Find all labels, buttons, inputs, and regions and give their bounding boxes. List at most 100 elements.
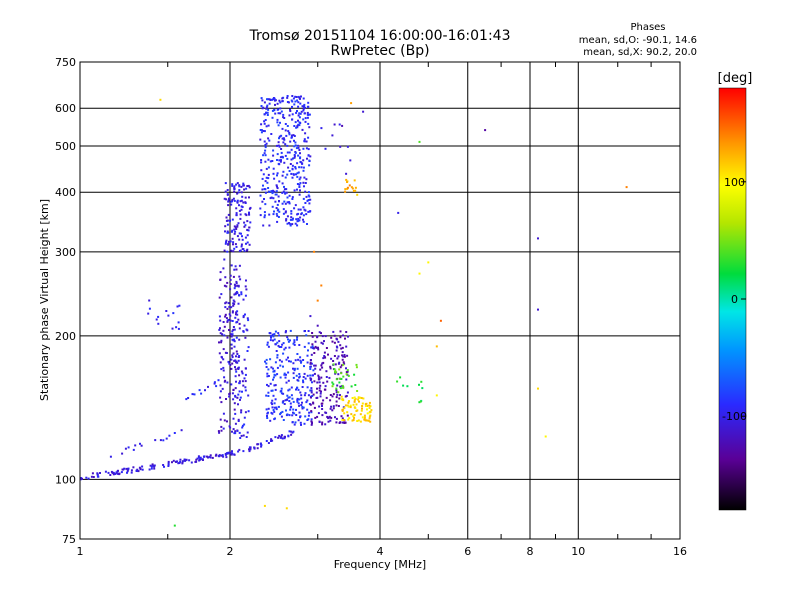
data-point — [270, 389, 273, 392]
data-point — [339, 145, 342, 148]
data-point — [281, 343, 284, 346]
data-point — [300, 110, 303, 113]
data-point — [295, 96, 298, 98]
plot-grid — [80, 62, 680, 539]
data-point — [289, 218, 292, 221]
data-point — [340, 395, 343, 398]
data-point — [239, 278, 242, 281]
data-point — [418, 272, 421, 275]
data-point — [299, 208, 302, 211]
data-point — [285, 218, 288, 221]
data-point — [284, 435, 286, 438]
data-point — [263, 122, 266, 125]
data-point — [148, 307, 151, 310]
data-point — [246, 317, 249, 320]
data-point — [301, 128, 304, 131]
data-point — [278, 145, 281, 148]
data-point — [173, 524, 176, 527]
data-point — [231, 198, 234, 201]
data-point — [274, 99, 276, 102]
data-point — [193, 393, 196, 396]
data-point — [354, 407, 357, 410]
data-point — [229, 451, 232, 454]
data-point — [276, 366, 279, 369]
data-point — [285, 219, 288, 222]
data-point — [263, 101, 266, 104]
data-point — [282, 141, 285, 144]
data-point — [236, 313, 239, 316]
data-point — [271, 116, 274, 119]
data-point — [296, 188, 298, 191]
data-point — [244, 236, 247, 239]
data-point — [418, 401, 421, 404]
data-point — [368, 407, 371, 409]
data-point — [263, 214, 266, 217]
data-point — [418, 140, 421, 143]
data-point — [228, 313, 231, 316]
plot-frame — [79, 61, 681, 540]
data-point — [322, 381, 325, 384]
data-point — [155, 318, 158, 321]
data-point — [297, 105, 300, 108]
data-point — [292, 217, 294, 220]
data-point — [299, 112, 302, 115]
data-point — [276, 214, 279, 217]
data-point — [209, 456, 212, 459]
data-point — [244, 386, 247, 389]
data-point — [304, 392, 307, 395]
data-point — [299, 152, 301, 155]
data-point — [235, 282, 238, 285]
data-point — [288, 151, 291, 154]
y-tick-label: 600 — [55, 102, 76, 115]
data-point — [274, 384, 277, 387]
data-point — [296, 397, 299, 400]
data-point — [232, 299, 235, 302]
data-point — [262, 173, 265, 176]
data-point — [249, 447, 252, 450]
data-point — [272, 378, 274, 381]
data-point — [353, 399, 356, 402]
data-point — [308, 113, 311, 116]
data-point — [368, 417, 371, 420]
data-point — [267, 345, 270, 348]
data-point — [235, 291, 238, 293]
data-point — [272, 367, 274, 370]
data-point — [269, 358, 272, 361]
data-point — [302, 359, 305, 361]
data-point — [265, 358, 268, 361]
data-point — [345, 367, 347, 370]
data-point — [285, 188, 288, 191]
data-point — [236, 199, 239, 202]
data-point — [296, 386, 298, 389]
data-point — [346, 391, 349, 394]
data-point — [229, 333, 232, 336]
data-point — [223, 284, 226, 287]
data-point — [220, 454, 223, 457]
data-point — [307, 418, 310, 421]
data-point — [293, 341, 296, 344]
data-point — [229, 240, 232, 243]
data-point — [132, 448, 135, 451]
data-point — [339, 385, 342, 388]
data-point — [298, 219, 301, 222]
data-point — [221, 387, 224, 390]
data-point — [234, 316, 237, 319]
data-point — [484, 129, 487, 132]
data-point — [303, 112, 306, 115]
data-point — [349, 404, 352, 407]
data-point — [318, 387, 321, 390]
data-point — [335, 396, 338, 399]
data-point — [177, 327, 180, 330]
data-point — [191, 393, 194, 396]
data-point — [324, 423, 327, 426]
data-point — [280, 110, 283, 113]
data-point — [303, 422, 306, 425]
data-point — [316, 299, 319, 302]
data-point — [278, 180, 281, 183]
data-point — [342, 375, 345, 378]
data-point — [226, 420, 228, 423]
data-point — [148, 468, 151, 471]
data-point — [321, 408, 324, 410]
data-point — [228, 329, 230, 331]
data-point — [230, 264, 233, 267]
